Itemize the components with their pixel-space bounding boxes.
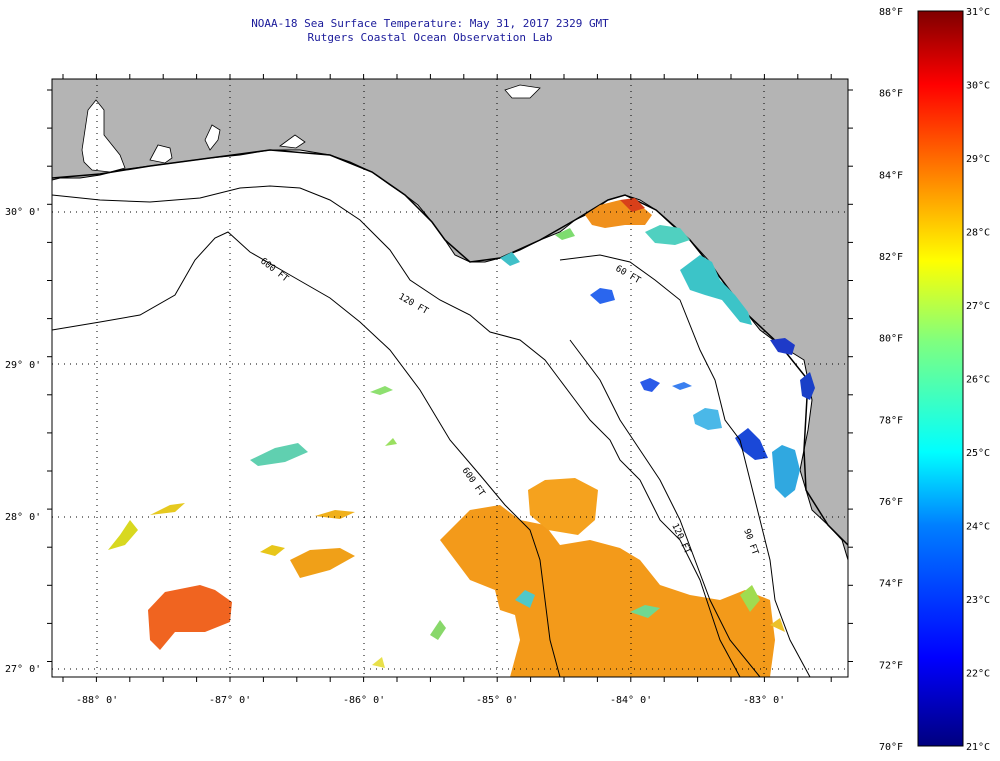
colorbar-c-label: 22°C bbox=[966, 669, 990, 680]
sst-patches bbox=[108, 198, 815, 677]
sst-patch-green-south3 bbox=[740, 585, 760, 612]
colorbar-f-label: 86°F bbox=[879, 89, 903, 100]
sst-patch-blue-offshore bbox=[590, 288, 615, 304]
colorbar-f-label: 76°F bbox=[879, 497, 903, 508]
contour-600ft bbox=[52, 231, 561, 677]
sst-patch-blue-coast3 bbox=[800, 372, 815, 400]
colorbar-f-label: 72°F bbox=[879, 660, 903, 671]
land-mass bbox=[52, 79, 848, 561]
colorbar-f-label: 74°F bbox=[879, 579, 903, 590]
colorbar-c-label: 23°C bbox=[966, 595, 990, 606]
sst-patch-cyan-coast3 bbox=[772, 445, 800, 498]
depth-contours bbox=[52, 185, 811, 677]
sst-patch-yellow-south bbox=[372, 657, 385, 668]
sst-patch-yellow-patch bbox=[770, 618, 785, 632]
sst-patch-yellow-west bbox=[108, 520, 138, 550]
sst-patch-blue-mid bbox=[640, 378, 660, 392]
colorbar bbox=[917, 10, 964, 747]
colorbar-c-label: 21°C bbox=[966, 742, 990, 753]
sst-patch-cyan-south bbox=[515, 590, 535, 608]
sst-patch-red-west bbox=[148, 585, 232, 650]
sst-patch-yellow-small bbox=[260, 545, 285, 556]
colorbar-c-label: 31°C bbox=[966, 7, 990, 18]
bay-inlets bbox=[81, 84, 541, 173]
sst-patch-blue-mid2 bbox=[672, 382, 692, 390]
colorbar-f-label: 70°F bbox=[879, 742, 903, 753]
lat-label: 28° 0' bbox=[5, 512, 41, 523]
sst-patch-green-small2 bbox=[385, 438, 397, 446]
colorbar-c-label: 28°C bbox=[966, 228, 990, 239]
sst-patch-yellow-west2 bbox=[150, 503, 185, 515]
colorbar-f-label: 82°F bbox=[879, 252, 903, 263]
lon-label: -85° 0' bbox=[476, 695, 518, 706]
lon-label: -86° 0' bbox=[343, 695, 385, 706]
colorbar-c-label: 24°C bbox=[966, 522, 990, 533]
lon-label: -87° 0' bbox=[209, 695, 251, 706]
sst-patch-cyan-mid bbox=[693, 408, 722, 430]
sst-patch-cyan-bigbend bbox=[645, 225, 690, 245]
map-title: NOAA-18 Sea Surface Temperature: May 31,… bbox=[251, 17, 609, 30]
contour-120ft-north bbox=[52, 185, 741, 677]
lon-label: -83° 0' bbox=[743, 695, 785, 706]
sst-patch-cyan-west bbox=[250, 443, 308, 466]
sst-patch-blue-coast bbox=[735, 428, 768, 460]
sst-patch-cyan-coast2 bbox=[500, 252, 520, 266]
lon-label: -84° 0' bbox=[610, 695, 652, 706]
sst-patch-orange-west bbox=[290, 548, 355, 578]
sst-patch-green-south bbox=[430, 620, 446, 640]
colorbar-f-label: 88°F bbox=[879, 7, 903, 18]
sst-patch-orange-south bbox=[440, 505, 775, 677]
sst-patch-red-bigbend bbox=[620, 198, 645, 212]
map-subtitle: Rutgers Coastal Ocean Observation Lab bbox=[307, 31, 553, 44]
sst-patch-orange-center bbox=[528, 478, 598, 535]
contour-90ft bbox=[569, 339, 761, 677]
colorbar-c-labels: 31°C 30°C 29°C 28°C 27°C 26°C 25°C 24°C 23°C 22°C… bbox=[966, 7, 990, 753]
sst-patch-cyan-coast1 bbox=[680, 255, 752, 325]
sst-patch-green-small bbox=[370, 386, 393, 395]
colorbar-c-label: 30°C bbox=[966, 81, 990, 92]
sst-patch-blue-coast2 bbox=[770, 338, 795, 355]
colorbar-c-label: 26°C bbox=[966, 375, 990, 386]
colorbar-f-label: 84°F bbox=[879, 170, 903, 181]
lat-label: 30° 0' bbox=[5, 207, 41, 218]
sst-patch-green-coast bbox=[555, 228, 575, 240]
colorbar-f-label: 78°F bbox=[879, 415, 903, 426]
sst-patch-green-south2 bbox=[630, 605, 660, 618]
colorbar-c-label: 27°C bbox=[966, 301, 990, 312]
map-frame bbox=[51, 78, 849, 678]
colorbar-f-label: 80°F bbox=[879, 334, 903, 345]
lon-label: -88° 0' bbox=[76, 695, 118, 706]
lat-label: 29° 0' bbox=[5, 360, 41, 371]
contour-60ft bbox=[559, 254, 811, 677]
lat-axis-labels: 30° 0' 29° 0' 28° 0' 27° 0' bbox=[5, 207, 41, 675]
lat-label: 27° 0' bbox=[5, 664, 41, 675]
sst-patch-yellow-mid bbox=[315, 510, 355, 519]
graticule bbox=[52, 79, 848, 677]
lon-axis-labels: -88° 0' -87° 0' -86° 0' -85° 0' -84° 0' … bbox=[76, 695, 785, 706]
coastline bbox=[52, 149, 848, 546]
colorbar-f-labels: 88°F 86°F 84°F 82°F 80°F 78°F 76°F 74°F 72°F 70°F bbox=[879, 7, 903, 753]
colorbar-c-label: 29°C bbox=[966, 154, 990, 165]
colorbar-c-label: 25°C bbox=[966, 448, 990, 459]
axis-ticks bbox=[47, 74, 853, 682]
